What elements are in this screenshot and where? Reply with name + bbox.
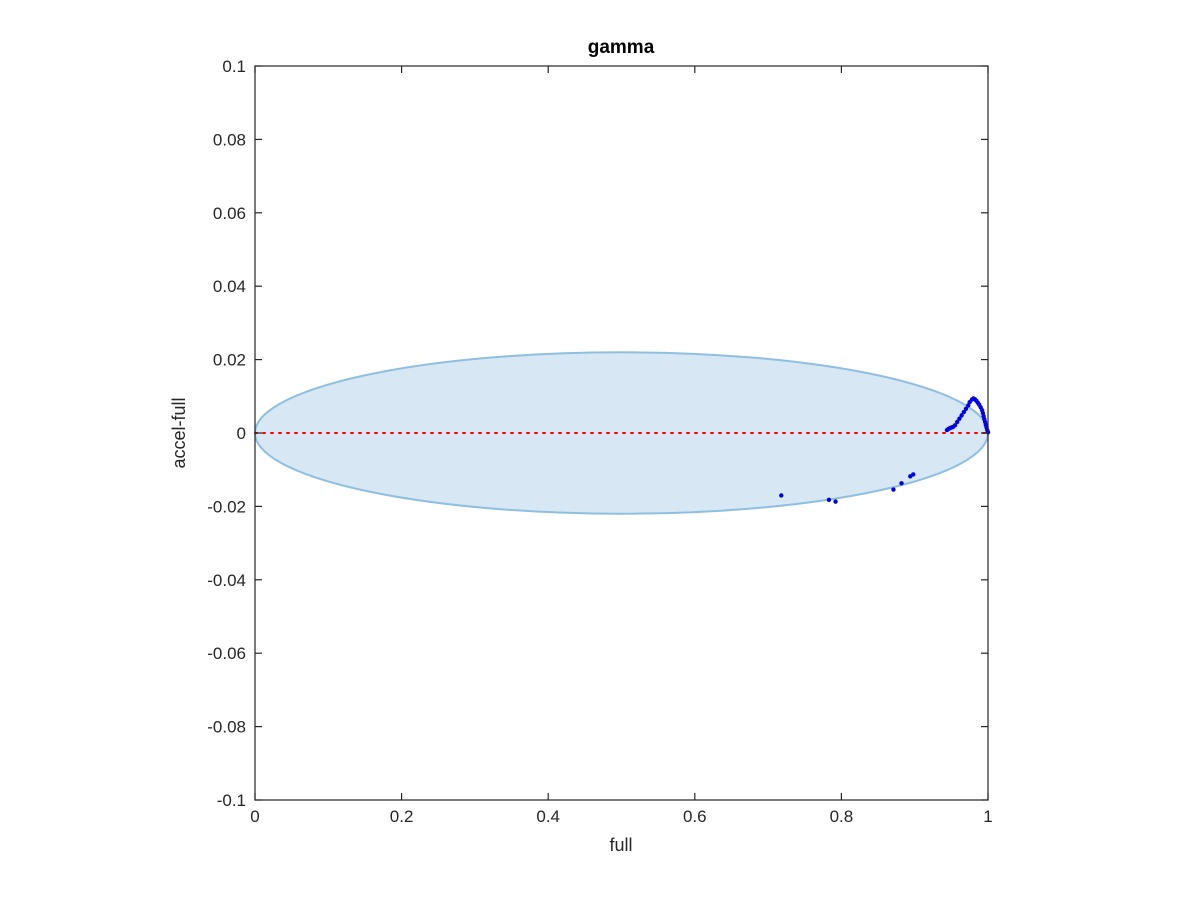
data-point-0-4 (899, 481, 904, 486)
data-point-0-0 (779, 493, 784, 498)
x-tick-label-4: 0.8 (830, 807, 854, 826)
x-tick-label-1: 0.2 (390, 807, 414, 826)
data-point-0-17 (963, 406, 969, 411)
y-tick-label-8: 0.06 (213, 204, 246, 223)
y-tick-label-4: -0.02 (207, 497, 246, 516)
data-point-0-14 (957, 416, 962, 421)
y-axis-label: accel-full (169, 397, 189, 468)
chart-title: gamma (588, 37, 655, 58)
data-point-0-12 (952, 423, 958, 428)
y-tick-label-5: 0 (237, 424, 246, 443)
data-point-0-6 (911, 472, 916, 477)
data-point-0-16 (961, 409, 967, 415)
x-axis-label: full (609, 835, 632, 855)
y-tick-label-10: 0.1 (222, 57, 246, 76)
data-point-0-3 (891, 487, 896, 492)
x-tick-label-5: 1 (983, 807, 992, 826)
y-tick-label-3: -0.04 (207, 571, 246, 590)
x-tick-label-3: 0.6 (683, 807, 707, 826)
data-point-0-1 (826, 497, 832, 502)
x-tick-label-2: 0.4 (536, 807, 560, 826)
plot-area: 0 0.2 0.4 0.6 0.8 1 -0.1 -0.08 -0.06 -0.04 -0.02 0 0… (207, 57, 992, 826)
y-tick-label-2: -0.06 (207, 644, 246, 663)
data-point-0-13 (955, 419, 960, 425)
y-tick-label-6: 0.02 (213, 351, 246, 370)
y-tick-label-0: -0.1 (217, 791, 246, 810)
x-tick-label-0: 0 (250, 807, 259, 826)
data-point-0-18 (966, 403, 971, 408)
y-tick-label-1: -0.08 (207, 718, 246, 737)
y-tick-label-9: 0.08 (213, 130, 246, 149)
data-point-0-2 (833, 499, 838, 504)
data-point-0-15 (959, 413, 964, 418)
y-tick-label-7: 0.04 (213, 277, 246, 296)
